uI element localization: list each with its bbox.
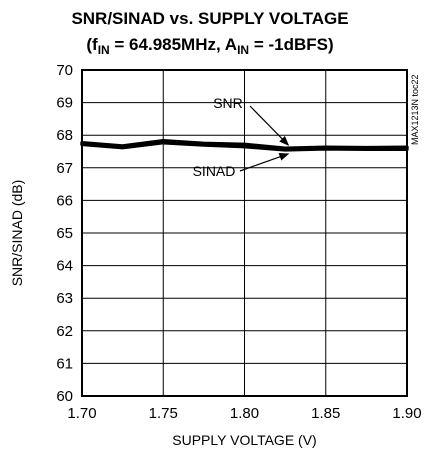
x-axis-label: SUPPLY VOLTAGE (V): [172, 432, 316, 448]
series-line-sinad: [80, 140, 409, 152]
title-open: (f: [86, 35, 98, 54]
y-tick-label: 66: [56, 192, 73, 209]
title-middle: = 64.985MHz, A: [110, 35, 237, 54]
y-tick-label: 64: [56, 258, 73, 275]
y-axis-label: SNR/SINAD (dB): [9, 180, 25, 287]
x-tick-label: 1.85: [311, 405, 340, 422]
plot-frame: [81, 69, 408, 397]
x-tick-label: 1.70: [67, 405, 96, 422]
chart-title-line2: (fIN = 64.985MHz, AIN = -1dBFS): [86, 35, 333, 57]
annotation-arrow-snr: [249, 105, 290, 146]
annotation-label-snr: SNR: [213, 95, 243, 111]
y-tick-label: 60: [56, 388, 73, 405]
annotation-layer: SNR SINAD: [193, 95, 290, 179]
x-tick-label: 1.90: [392, 405, 421, 422]
y-tick-label: 65: [56, 225, 73, 242]
y-tick-label: 61: [56, 355, 73, 372]
figure-code-label: MAX1213N toc22: [410, 74, 420, 145]
y-tick-label: 69: [56, 95, 73, 112]
y-tick-label: 70: [56, 62, 73, 79]
annotation-label-sinad: SINAD: [193, 163, 236, 179]
title-f-subscript: IN: [98, 43, 110, 57]
x-tick-label: 1.75: [149, 405, 178, 422]
y-tick-label: 67: [56, 160, 73, 177]
grid-layer: [82, 70, 407, 396]
title-a-subscript: IN: [237, 43, 249, 57]
y-tick-label: 63: [56, 290, 73, 307]
chart-title-line1: SNR/SINAD vs. SUPPLY VOLTAGE: [71, 9, 348, 28]
y-tick-label: 68: [56, 127, 73, 144]
y-tick-label: 62: [56, 323, 73, 340]
annotation-arrow-sinad: [239, 153, 290, 172]
tick-label-layer: 60 61 62 63 64 65 66 67 68 69 70 1.70 1.75 1.80 1.85 1.…: [56, 62, 421, 422]
series-layer: [80, 138, 409, 152]
x-tick-label: 1.80: [230, 405, 259, 422]
title-close: = -1dBFS): [249, 35, 334, 54]
